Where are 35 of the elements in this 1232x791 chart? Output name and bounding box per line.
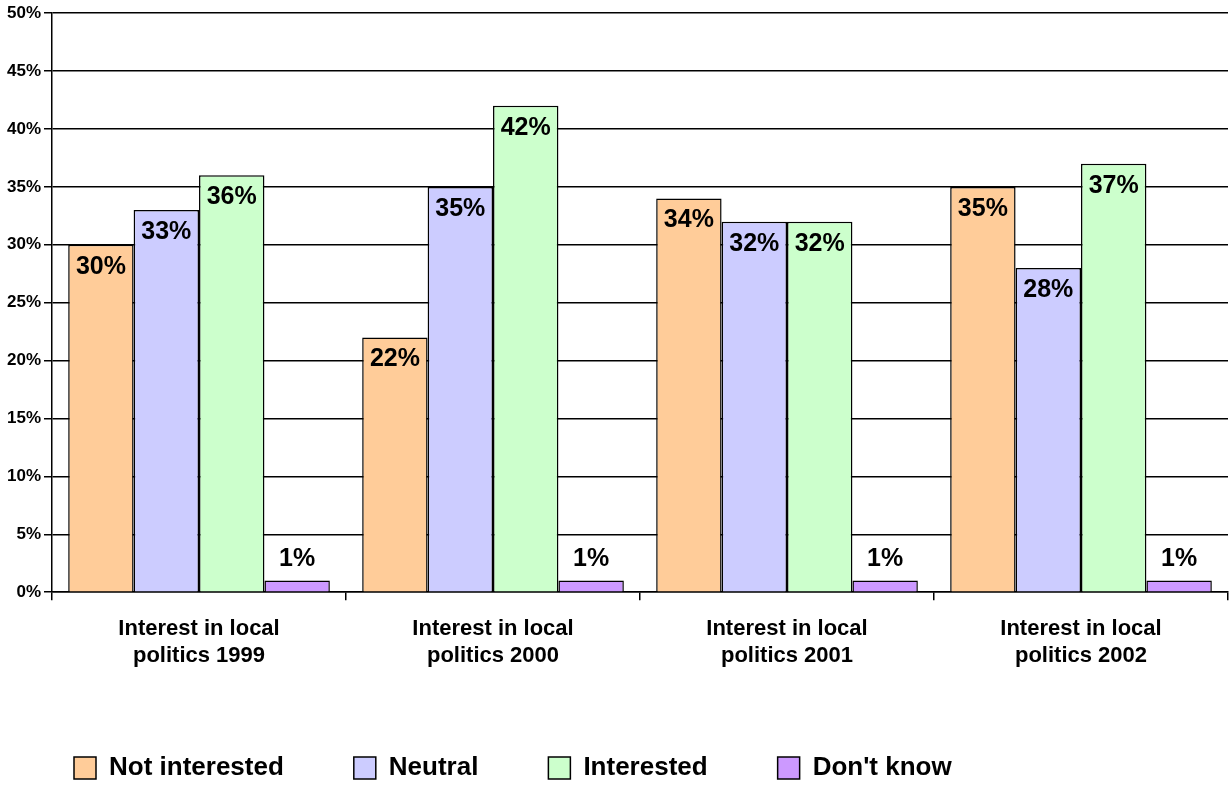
y-tick-label: 35% (6, 176, 42, 196)
y-tick-label: 0% (16, 581, 42, 601)
data-label: 35% (435, 192, 486, 221)
y-tick-label: 5% (16, 523, 42, 543)
legend-label: Don't know (812, 751, 953, 782)
x-tick-label: Interest in local politics 2002 (1000, 615, 1162, 667)
data-label: 36% (206, 181, 257, 210)
x-tick-label: Interest in local politics 2001 (706, 615, 868, 667)
data-label: 35% (957, 192, 1008, 221)
data-label: 1% (279, 542, 316, 571)
data-label: 33% (141, 215, 192, 244)
data-label: 22% (369, 343, 420, 372)
y-tick-label: 30% (6, 234, 42, 254)
x-tick-label: Interest in local politics 2000 (412, 615, 574, 667)
y-tick-label: 20% (6, 350, 42, 370)
data-label: 32% (794, 227, 845, 256)
data-label: 28% (1023, 273, 1074, 302)
y-tick-label: 25% (6, 292, 42, 312)
data-label: 1% (1161, 542, 1198, 571)
data-label: 1% (867, 542, 904, 571)
y-tick-label: 40% (6, 118, 42, 138)
y-tick-label: 50% (6, 2, 42, 22)
y-tick-label: 15% (6, 408, 42, 428)
data-label: 30% (75, 250, 126, 279)
legend-label: Interested (583, 751, 708, 782)
data-label: 37% (1088, 169, 1139, 198)
y-tick-label: 10% (6, 466, 42, 486)
legend-label: Neutral (388, 751, 479, 782)
data-label: 32% (729, 227, 780, 256)
x-tick-label: Interest in local politics 1999 (118, 615, 280, 667)
data-label: 34% (663, 204, 714, 233)
y-tick-label: 45% (6, 60, 42, 80)
data-label: 1% (573, 542, 610, 571)
legend-label: Not interested (109, 751, 284, 782)
data-label: 42% (500, 111, 551, 140)
